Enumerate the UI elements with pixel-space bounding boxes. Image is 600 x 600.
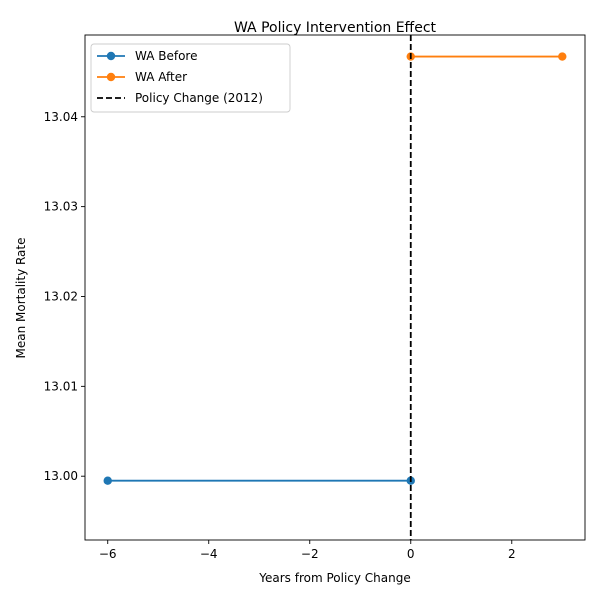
data-point-1-1 (558, 52, 567, 61)
x-tick-label: −6 (99, 547, 117, 561)
y-tick-label: 13.02 (44, 289, 78, 303)
y-tick-label: 13.01 (44, 379, 78, 393)
legend-label-0: WA Before (135, 49, 197, 63)
legend-marker-1 (106, 72, 116, 82)
y-axis-title: Mean Mortality Rate (14, 237, 28, 358)
legend-box (90, 43, 291, 113)
legend: WA Before WA After Policy Change (2012) (90, 43, 291, 113)
y-tick-label: 13.04 (44, 110, 78, 124)
x-axis-title: Years from Policy Change (258, 571, 411, 585)
x-tick-label: 2 (508, 547, 516, 561)
x-tick-label: 0 (407, 547, 415, 561)
y-tick-label: 13.00 (44, 469, 78, 483)
y-tick-label: 13.03 (44, 200, 78, 214)
plot-frame (84, 34, 586, 541)
x-tick-label: −4 (200, 547, 218, 561)
legend-marker-0 (106, 51, 116, 61)
legend-label-1: WA After (135, 70, 187, 84)
legend-label-policy: Policy Change (2012) (135, 91, 263, 105)
data-point-0-0 (103, 476, 112, 485)
x-tick-label: −2 (301, 547, 319, 561)
chart-title: WA Policy Intervention Effect (234, 20, 437, 36)
